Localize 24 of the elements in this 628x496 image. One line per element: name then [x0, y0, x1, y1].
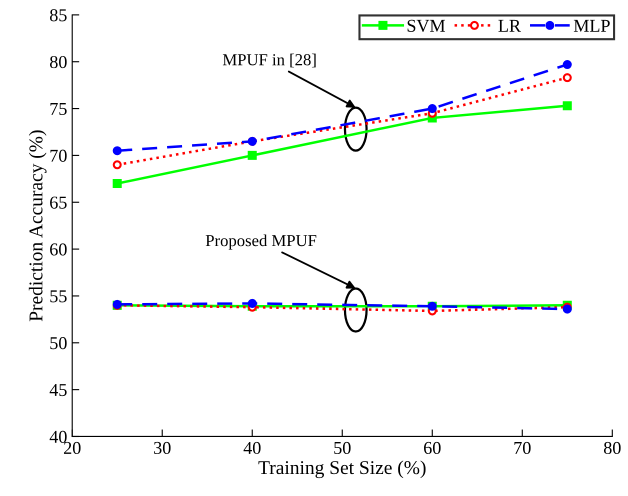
y-tick-label: 65 [50, 196, 67, 209]
y-tick-label: 50 [50, 337, 67, 350]
x-tick-label: 60 [424, 442, 441, 454]
x-axis-title: Training Set Size (%) [258, 460, 426, 478]
y-tick-label: 85 [50, 9, 67, 22]
y-tick-label: 70 [50, 150, 67, 162]
y-tick-label: 55 [50, 290, 67, 302]
y-tick-label: 40 [50, 430, 67, 443]
y-tick-label: 60 [50, 243, 67, 256]
x-tick-label: 70 [514, 442, 531, 454]
legend-label: MLP [574, 20, 610, 32]
x-tick-label: 80 [604, 442, 621, 454]
y-tick-label: 75 [50, 103, 67, 116]
legend-label: LR [498, 20, 521, 32]
y-axis-title: Prediction Accuracy (%) [28, 130, 47, 322]
x-tick-label: 50 [334, 442, 351, 454]
x-tick-label: 30 [154, 442, 171, 454]
x-tick-label: 40 [244, 442, 261, 454]
legend-label: SVM [408, 20, 446, 32]
x-tick-label: 20 [64, 442, 81, 454]
annotation: MPUF in [28] [222, 54, 316, 68]
annotation: Proposed MPUF [206, 234, 316, 250]
y-tick-label: 45 [50, 384, 67, 396]
y-tick-label: 80 [50, 56, 67, 68]
